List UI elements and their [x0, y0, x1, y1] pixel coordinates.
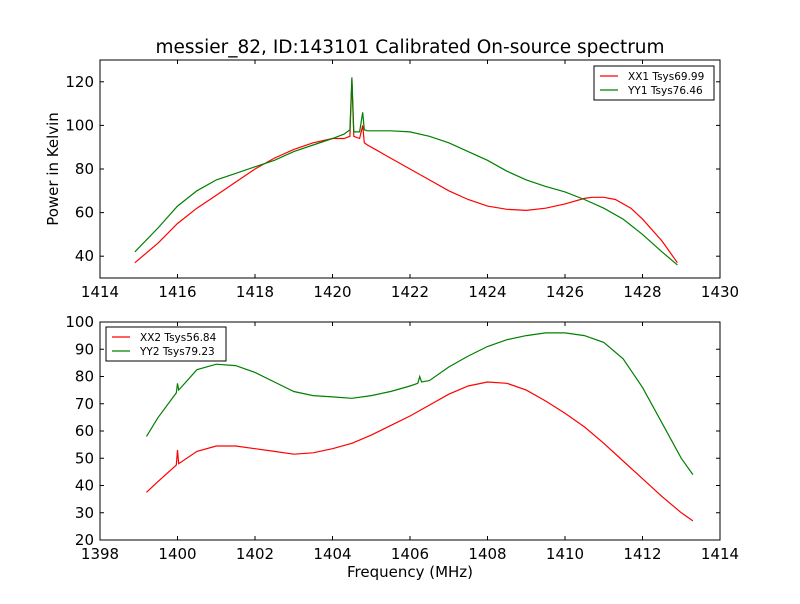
x-tick-label: 1420 [313, 283, 351, 301]
series-line-yy1 [134, 77, 678, 266]
legend: XX2 Tsys56.84 YY2 Tsys79.23 [105, 326, 227, 362]
legend-label: YY2 Tsys79.23 [139, 346, 215, 358]
legend-label: XX1 Tsys69.99 [628, 71, 704, 83]
x-tick-label: 1408 [468, 545, 506, 563]
top-axes: 1414 1416 1418 1420 1422 1424 1426 1428 1430 40 60… [65, 59, 739, 301]
x-tick-label: 1410 [546, 545, 584, 563]
x-tick-label: 1412 [623, 545, 661, 563]
x-tick-label: 1398 [81, 545, 119, 563]
y-tick-label: 60 [75, 204, 94, 222]
series-line-yy2 [145, 332, 694, 475]
series-line-xx1 [134, 79, 678, 264]
series-line-xx2 [146, 381, 694, 522]
bottom-axes: 1398 1400 1402 1404 1406 1408 1410 1412 1414 20 30… [65, 313, 739, 563]
x-tick-label: 1414 [701, 545, 739, 563]
x-tick-label: 1402 [236, 545, 274, 563]
x-tick-label: 1406 [391, 545, 429, 563]
y-tick-label: 60 [75, 422, 94, 440]
x-tick-label: 1426 [546, 283, 584, 301]
y-tick-label: 20 [75, 531, 94, 549]
y-tick-label: 90 [75, 340, 94, 358]
y-tick-label: 70 [75, 395, 94, 413]
x-tick-label: 1414 [81, 283, 119, 301]
y-tick-label: 100 [65, 116, 94, 134]
x-tick-label: 1430 [701, 283, 739, 301]
y-tick-label: 50 [75, 449, 94, 467]
x-tick-label: 1418 [236, 283, 274, 301]
x-tick-label: 1404 [313, 545, 351, 563]
legend-label: YY1 Tsys76.46 [627, 85, 703, 97]
top-y-axis-label: Power in Kelvin [44, 112, 62, 226]
legend: XX1 Tsys69.99 YY1 Tsys76.46 [593, 65, 715, 101]
y-tick-label: 100 [65, 313, 94, 331]
chart-title: messier_82, ID:143101 Calibrated On-sour… [155, 37, 664, 58]
x-tick-label: 1424 [468, 283, 506, 301]
y-tick-label: 30 [75, 504, 94, 522]
y-tick-label: 40 [75, 247, 94, 265]
y-tick-label: 120 [65, 73, 94, 91]
x-tick-label: 1416 [158, 283, 196, 301]
bottom-x-axis-label: Frequency (MHz) [347, 563, 473, 581]
x-tick-label: 1428 [623, 283, 661, 301]
y-tick-label: 80 [75, 160, 94, 178]
y-tick-label: 40 [75, 477, 94, 495]
y-tick-label: 80 [75, 368, 94, 386]
legend-label: XX2 Tsys56.84 [140, 332, 217, 344]
x-tick-label: 1400 [158, 545, 196, 563]
x-tick-label: 1422 [391, 283, 429, 301]
